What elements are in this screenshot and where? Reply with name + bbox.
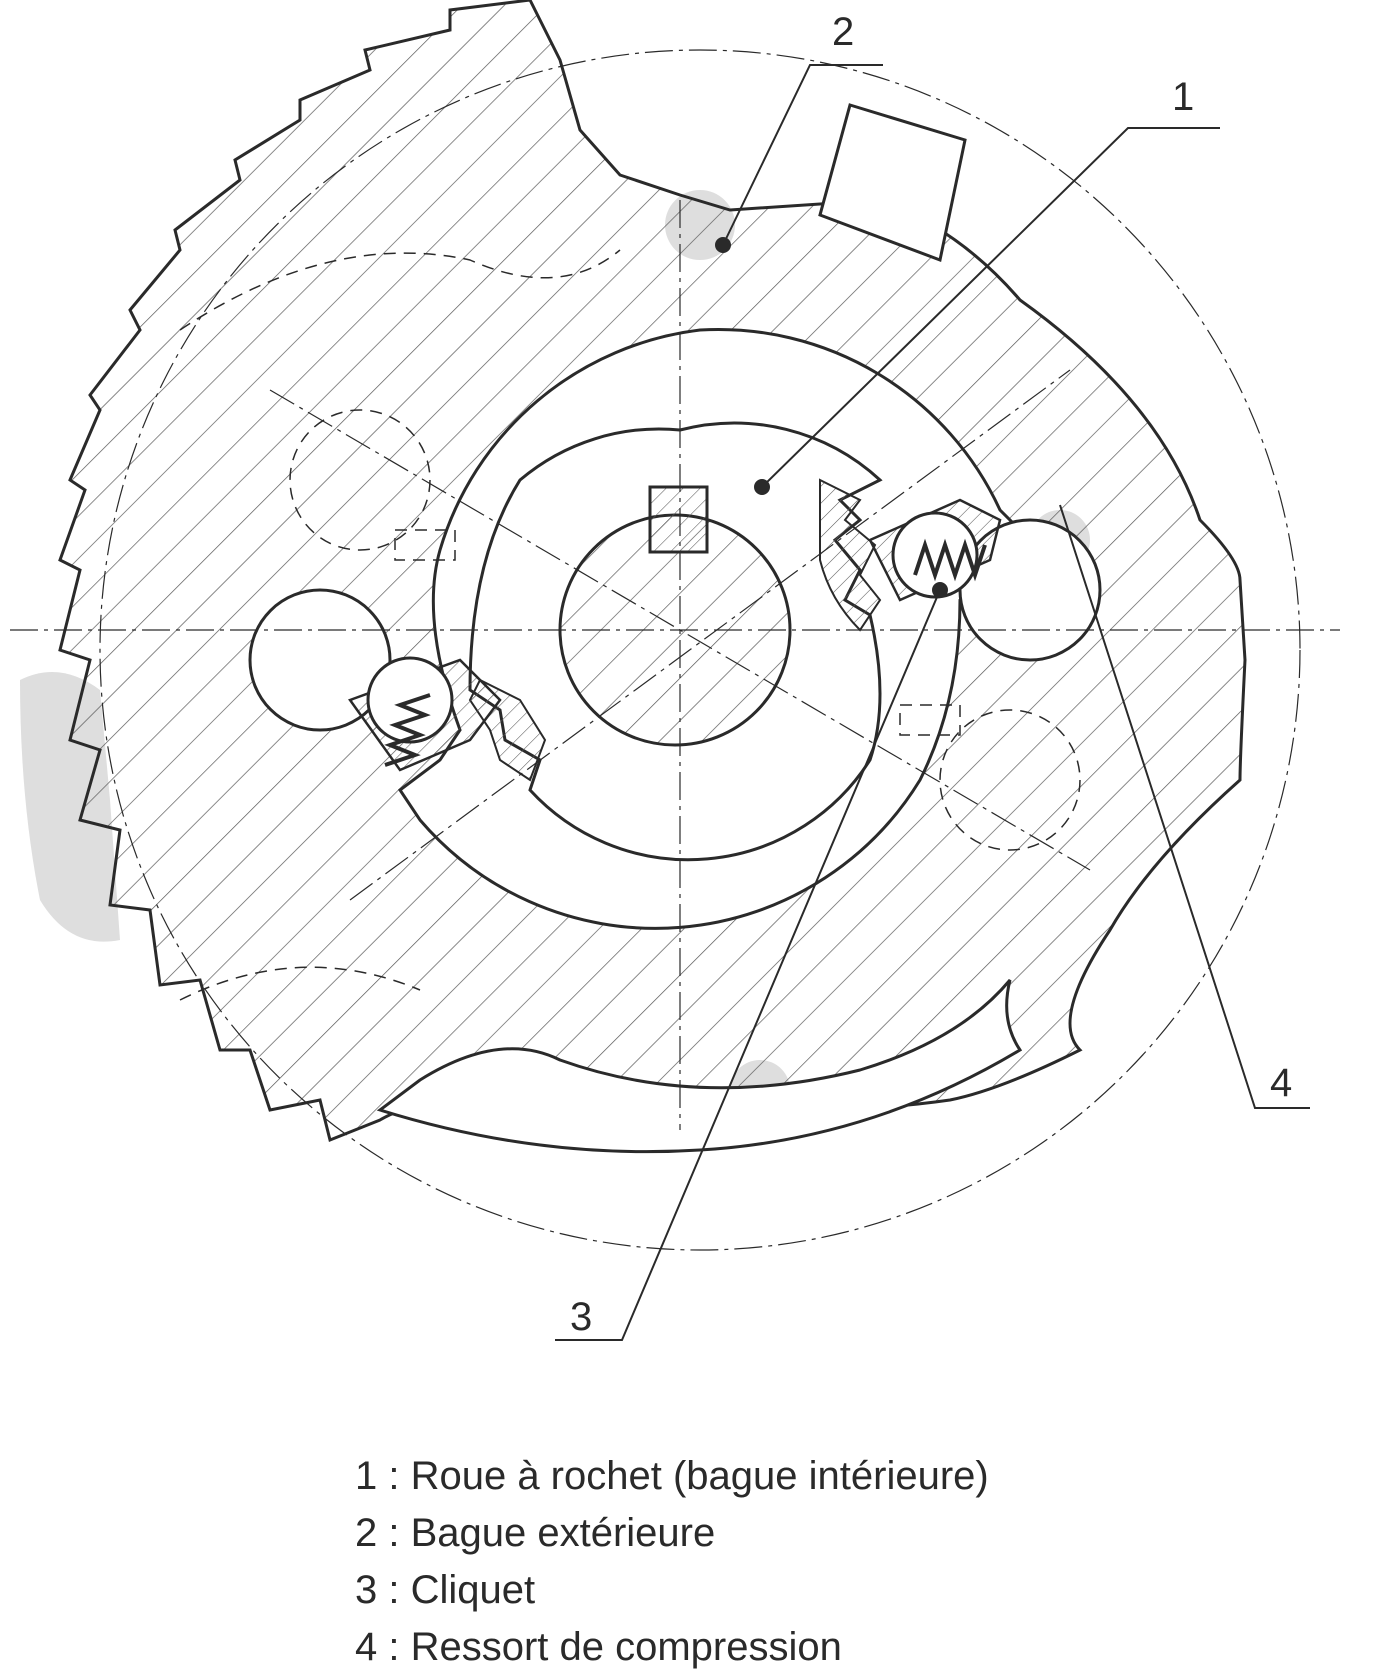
leader-1 [761, 127, 1220, 488]
hidden-lines [179, 249, 1081, 1001]
legend-item-4: 4 : Ressort de compression [355, 1625, 842, 1669]
leader-3 [555, 589, 941, 1341]
leader-4 [1059, 504, 1310, 1109]
callout-2: 2 [832, 10, 854, 54]
outer-ring-tab [818, 103, 967, 263]
pitch-circle [99, 49, 1301, 1251]
hidden-arc-bottom [179, 966, 421, 1001]
legend-item-3: 3 : Cliquet [355, 1568, 536, 1612]
leader-3-dot [932, 582, 948, 598]
hidden-circle-left [289, 409, 431, 551]
diagonal-axis-1 [269, 389, 1091, 871]
spring-left [384, 693, 431, 767]
leader-lines [555, 64, 1310, 1341]
shaft-key [648, 485, 709, 554]
diagonal-axis-2 [349, 369, 1071, 901]
springs-part-4 [366, 511, 987, 767]
leader-2-dot [715, 237, 731, 253]
leader-2 [722, 64, 883, 246]
center-lines [10, 49, 1340, 1251]
callout-4: 4 [1270, 1061, 1292, 1105]
legend-item-1: 1 : Roue à rochet (bague intérieure) [355, 1454, 989, 1498]
hidden-circle-right [939, 709, 1081, 851]
hidden-pin-left [394, 529, 456, 561]
leader-1-dot [754, 479, 770, 495]
ratchet-mechanism-drawing: 1 2 3 4 [10, 0, 1340, 1341]
hidden-pin-right [899, 704, 961, 736]
callouts: 1 2 3 4 [570, 10, 1292, 1339]
legend-item-2: 2 : Bague extérieure [355, 1511, 716, 1555]
outer-ring-lower-slot [376, 979, 1023, 1154]
ratchet-tooth-right [819, 478, 882, 632]
spring-right [913, 538, 987, 582]
roller-left [248, 588, 392, 732]
hidden-arc-top [179, 249, 621, 331]
callout-1: 1 [1172, 75, 1194, 119]
parts-legend: 1 : Roue à rochet (bague intérieure) 2 :… [355, 1448, 989, 1676]
callout-3: 3 [570, 1295, 592, 1339]
